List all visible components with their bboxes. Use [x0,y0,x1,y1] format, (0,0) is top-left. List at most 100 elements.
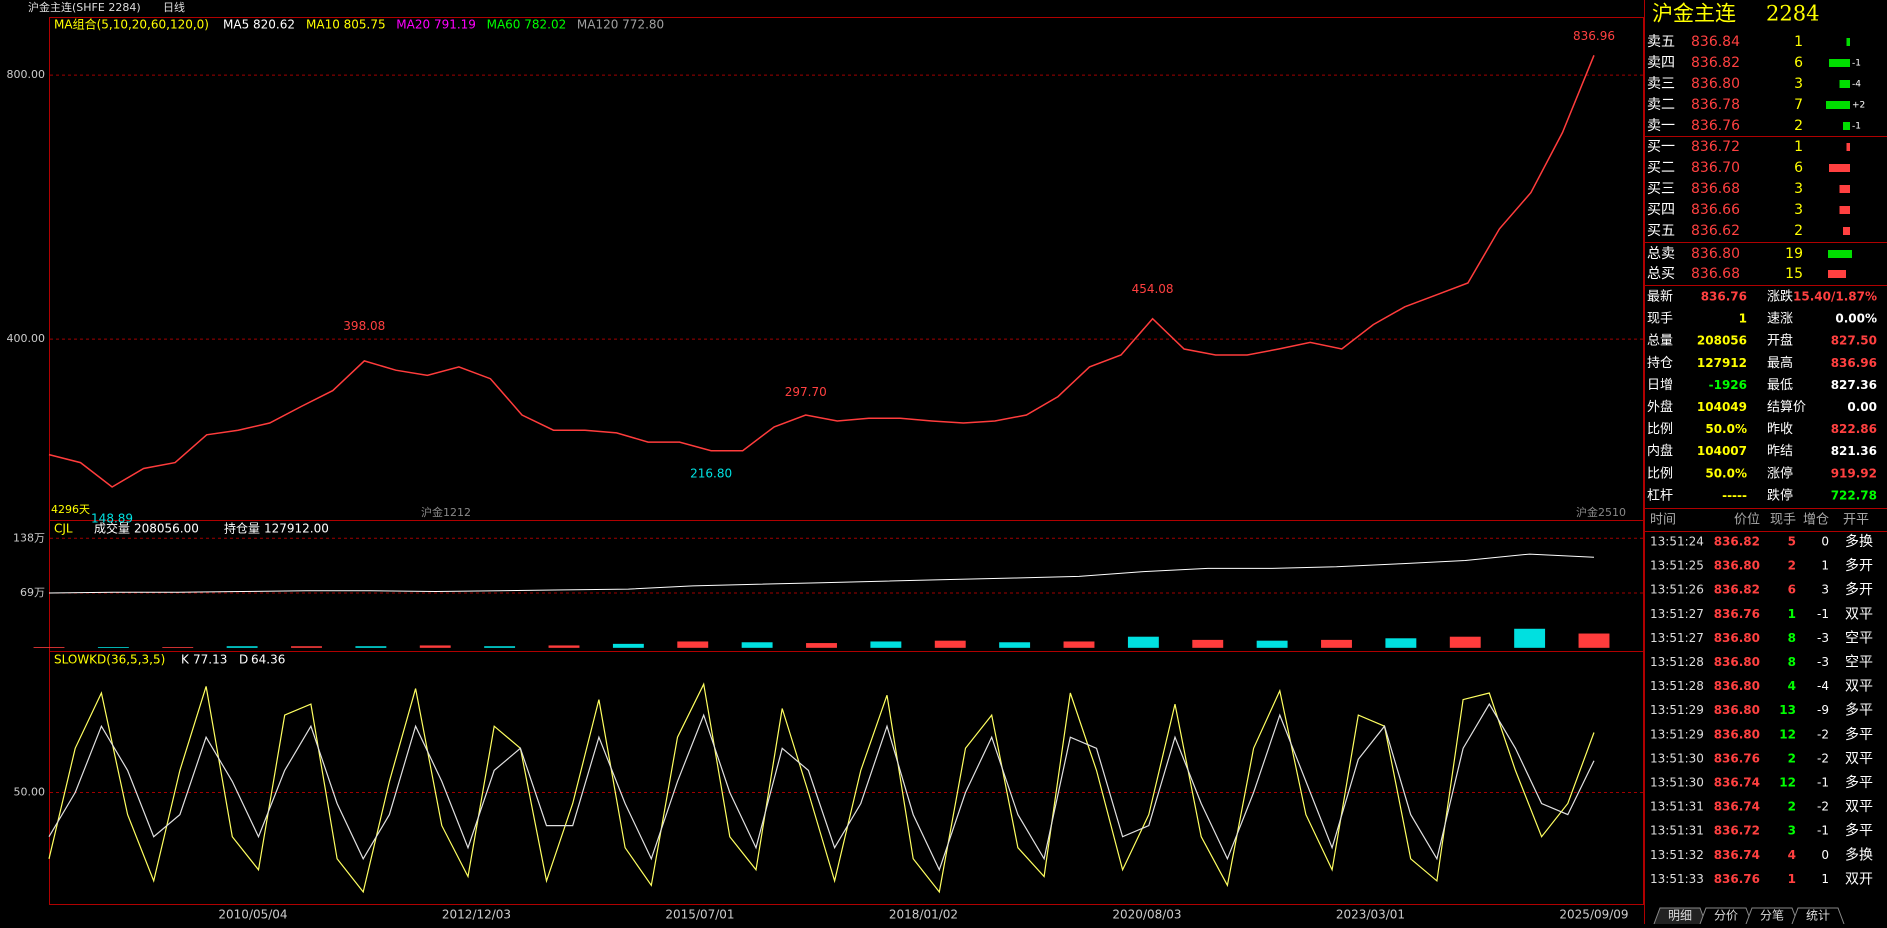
x-tick-label: 2018/01/02 [889,908,958,922]
contract-label: 沪金1212 [421,505,471,519]
book-label: 卖四 [1647,55,1675,71]
trade-cell: 1 [1788,872,1796,886]
trade-cell: 4 [1788,679,1796,693]
book-bar [1843,122,1850,130]
series-line [48,702,1595,872]
legend-value: 77.13 [193,653,227,667]
stat-value: ----- [1722,488,1747,502]
trade-cell: 0 [1821,535,1829,549]
stat-label: 最高 [1767,355,1793,371]
stat-label: 涨停 [1767,465,1793,481]
book-change: +2 [1852,101,1865,111]
trade-cell: 双平 [1845,606,1873,622]
stat-label: 比例 [1647,422,1673,437]
book-price: 836.82 [1691,55,1740,71]
tab[interactable]: 统计 [1806,909,1830,923]
tab[interactable]: 明细 [1668,909,1692,923]
period[interactable]: 日线 [163,0,185,14]
trade-cell: 13:51:25 [1650,559,1704,573]
symbol[interactable]: 沪金主连(SHFE 2284) [28,0,141,14]
trade-cell: 836.80 [1714,559,1760,573]
trade-cell: 3 [1788,824,1796,838]
chart-frame [49,17,1644,905]
book-qty: 3 [1794,76,1803,92]
stat-label: 外盘 [1647,399,1673,415]
trade-cell: 13:51:31 [1650,824,1704,838]
x-tick-label: 2010/05/04 [218,908,287,922]
trade-cell: 空平 [1845,655,1873,671]
volume-bar [226,646,258,648]
volume-bar [934,640,966,648]
stat-value: 822.86 [1831,422,1877,436]
trade-cell: 多开 [1845,557,1873,574]
stat-label: 跌停 [1767,487,1793,503]
book-price: 836.66 [1691,202,1740,218]
ma-title[interactable]: MA组合(5,10,20,60,120,0) [54,17,209,32]
volume-bar [677,641,709,648]
volume-bar [999,642,1031,648]
book-price: 836.62 [1691,223,1740,239]
volume-bar [548,645,580,648]
trade-cell: 5 [1788,535,1796,549]
y-tick-label: 50.00 [14,785,46,798]
book-bar [1846,143,1850,151]
volume-bar [1321,639,1352,648]
trade-cell: 1 [1821,559,1829,573]
kd-title[interactable]: SLOWKD(36,5,3,5) [54,653,165,667]
book-price: 836.70 [1691,160,1740,176]
book-change: -4 [1852,80,1861,90]
trade-cell: 双开 [1845,871,1873,887]
trade-cell: 836.74 [1714,800,1760,814]
book-bar [1839,206,1850,214]
stat-label: 现手 [1647,312,1673,327]
book-qty: 2 [1794,118,1803,134]
book-price: 836.80 [1691,246,1740,262]
annotation: 836.96 [1573,29,1615,43]
tab[interactable]: 分笔 [1760,908,1784,923]
book-qty: 6 [1794,160,1803,176]
stat-label: 最新 [1647,289,1673,305]
stat-value: 0.00% [1835,312,1877,326]
stat-value: 722.78 [1831,488,1877,502]
series-line [48,55,1595,488]
stat-value: -1926 [1709,378,1747,392]
trade-cell: 13:51:30 [1650,751,1704,765]
y-tick-label: 400.00 [7,332,46,345]
y-tick-label: 800.00 [7,68,46,81]
volume-bar [162,647,194,648]
book-label: 买三 [1647,181,1675,197]
trade-cell: 836.76 [1714,872,1760,886]
trade-cell: 836.80 [1714,655,1760,669]
trade-cell: 多平 [1845,822,1873,839]
stat-label: 总量 [1647,334,1673,349]
volume-bar [1578,633,1610,648]
trade-cell: 836.74 [1714,848,1760,862]
stat-value: 0.00 [1847,400,1877,414]
volume-title[interactable]: CJL [54,522,73,536]
volume-bar [806,643,837,648]
stat-value: 104049 [1697,400,1747,414]
x-tick-label: 2023/03/01 [1336,908,1405,922]
trade-cell: 8 [1788,631,1796,645]
trade-header: 开平 [1843,513,1869,528]
trade-cell: -9 [1817,703,1829,717]
legend-value: 127912.00 [264,522,329,536]
tab[interactable]: 分价 [1714,909,1738,923]
volume-bar [612,643,644,648]
stat-label: 昨收 [1767,422,1793,437]
trade-header: 增仓 [1803,513,1829,528]
trade-cell: -1 [1817,776,1829,790]
volume-bar [33,647,65,648]
stat-label: 涨跌 [1767,289,1793,305]
book-label: 卖三 [1647,76,1675,92]
volume-bar [1127,636,1159,648]
volume-bar [1514,628,1546,648]
trade-cell: 13:51:26 [1650,583,1704,597]
trade-header: 时间 [1650,513,1676,528]
stat-value: 50.0% [1705,466,1747,480]
trade-cell: 13:51:24 [1650,535,1704,549]
ma-legend: MA120 772.80 [577,18,664,32]
trade-cell: 双平 [1845,799,1873,815]
